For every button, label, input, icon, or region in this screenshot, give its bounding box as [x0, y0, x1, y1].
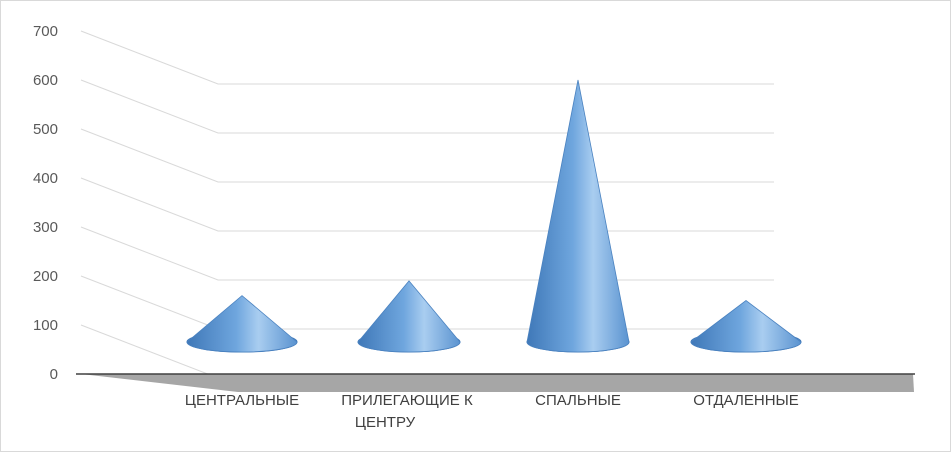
gridlines — [80, 30, 774, 379]
gridline — [80, 177, 774, 232]
cone-body — [690, 299, 802, 353]
y-tick-label: 500 — [33, 121, 58, 138]
y-tick-label: 200 — [33, 268, 58, 285]
x-category-label: ЦЕНТРАЛЬНЫЕ — [185, 392, 299, 409]
gridline — [80, 79, 774, 134]
x-category-label: СПАЛЬНЫЕ — [535, 392, 621, 409]
floor-plane — [81, 374, 914, 392]
y-tick-label: 100 — [33, 317, 58, 334]
cone-bar — [186, 295, 298, 353]
cone-body — [186, 295, 298, 353]
cone-series — [186, 79, 802, 353]
cone-bar — [690, 299, 802, 353]
y-tick-label: 300 — [33, 219, 58, 236]
y-tick-label: 600 — [33, 72, 58, 89]
x-category-label: ОТДАЛЕННЫЕ — [693, 392, 799, 409]
y-tick-label: 400 — [33, 170, 58, 187]
y-axis: 0 100 200 300 400 500 600 700 — [33, 23, 58, 383]
gridline — [80, 30, 774, 85]
cone-bar — [357, 280, 461, 353]
x-category-label: ПРИЛЕГАЮЩИЕ К ЦЕНТРУ — [341, 392, 473, 431]
chart-floor — [76, 373, 915, 392]
y-tick-label: 700 — [33, 23, 58, 40]
cone-body — [357, 280, 461, 353]
y-tick-label: 0 — [50, 366, 58, 383]
gridline — [80, 128, 774, 183]
x-axis-labels: ЦЕНТРАЛЬНЫЕ ПРИЛЕГАЮЩИЕ К ЦЕНТРУ СПАЛЬНЫЕ ОТ… — [185, 392, 799, 431]
cone-body — [526, 79, 630, 353]
gridline — [80, 226, 774, 281]
cone-bar — [526, 79, 630, 353]
